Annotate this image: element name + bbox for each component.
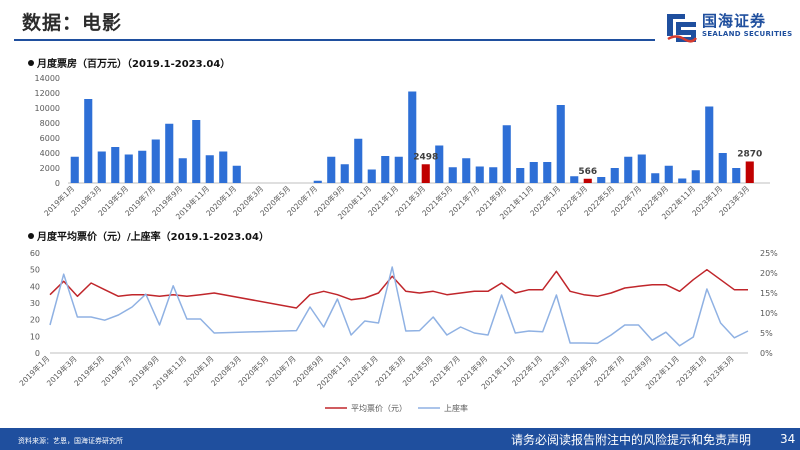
- right-y-tick-label: 10%: [760, 309, 778, 318]
- y-tick-label: 8000: [40, 119, 60, 128]
- bar: [651, 173, 660, 183]
- bar: [340, 164, 349, 183]
- footer-disclaimer: 请务必阅读报告附注中的风险提示和免责声明: [511, 433, 752, 447]
- right-y-tick-label: 5%: [760, 329, 773, 338]
- bar: [138, 150, 147, 183]
- price-occupancy-chart-title-text: 月度平均票价（元）/上座率（2019.1-2023.04）: [37, 232, 269, 243]
- data-label: 2498: [413, 152, 438, 162]
- bar: [543, 162, 552, 183]
- legend-label: 平均票价（元）: [351, 403, 407, 413]
- bar: [165, 123, 174, 183]
- bar: [421, 164, 430, 183]
- right-y-tick-label: 0%: [760, 349, 773, 358]
- bar: [219, 151, 228, 183]
- page-title: 数据：电影: [22, 12, 123, 34]
- price-occupancy-chart-title: 月度平均票价（元）/上座率（2019.1-2023.04）: [28, 228, 269, 243]
- y-tick-label: 2000: [40, 164, 60, 173]
- right-y-tick-label: 15%: [760, 289, 778, 298]
- bullet-icon: [28, 60, 34, 66]
- legend-label: 上座率: [444, 403, 468, 413]
- bar: [97, 151, 106, 183]
- bar: [583, 178, 592, 183]
- left-y-tick-label: 10: [30, 332, 40, 341]
- data-label: 2870: [737, 149, 762, 159]
- bar: [502, 125, 511, 183]
- bar: [718, 153, 727, 183]
- bar: [354, 138, 363, 183]
- bar: [327, 156, 336, 183]
- bar: [637, 154, 646, 183]
- bar: [610, 168, 619, 183]
- bar: [462, 158, 471, 183]
- bar: [381, 156, 390, 183]
- y-tick-label: 4000: [40, 149, 60, 158]
- logo-english-text: SEALAND SECURITIES: [702, 30, 793, 38]
- footer-bar: [0, 428, 800, 450]
- left-y-tick-label: 40: [30, 282, 40, 291]
- bar: [111, 147, 120, 183]
- bar: [124, 154, 133, 183]
- bar: [732, 168, 741, 183]
- bar: [408, 91, 417, 183]
- y-tick-label: 6000: [40, 134, 60, 143]
- bar: [678, 178, 687, 183]
- bar: [367, 169, 376, 183]
- bullet-icon: [28, 233, 34, 239]
- bar: [624, 156, 633, 183]
- left-y-tick-label: 50: [30, 266, 40, 275]
- bar: [435, 145, 444, 183]
- brand-logo: 国海证券 SEALAND SECURITIES: [666, 8, 796, 50]
- bar: [178, 158, 187, 183]
- box-office-chart-title-text: 月度票房（百万元）（2019.1-2023.04）: [37, 59, 231, 70]
- bar: [516, 168, 525, 183]
- bar: [489, 167, 498, 183]
- left-y-tick-label: 20: [30, 316, 40, 325]
- bar: [84, 99, 93, 183]
- bar: [745, 161, 754, 183]
- box-office-chart-title: 月度票房（百万元）（2019.1-2023.04）: [28, 55, 230, 70]
- y-tick-label: 10000: [35, 104, 60, 113]
- bar: [556, 105, 565, 183]
- left-y-tick-label: 0: [35, 349, 40, 358]
- sealand-logo-icon: [667, 14, 698, 43]
- title-divider: [14, 39, 655, 41]
- logo-chinese-text: 国海证券: [702, 12, 767, 30]
- bar: [313, 180, 322, 183]
- bar: [705, 106, 714, 183]
- bar: [394, 156, 403, 183]
- footer-source: 资料来源：艺恩，国海证券研究所: [18, 437, 123, 445]
- bar: [664, 165, 673, 183]
- bar: [205, 155, 214, 183]
- left-y-tick-label: 30: [30, 299, 40, 308]
- bar: [570, 176, 579, 183]
- right-y-tick-label: 20%: [760, 269, 778, 278]
- bar: [475, 166, 484, 183]
- avg-price-line: [49, 268, 748, 309]
- left-y-tick-label: 60: [30, 249, 40, 258]
- page-number: 34: [780, 432, 796, 446]
- y-tick-label: 0: [55, 179, 60, 188]
- bar: [691, 170, 700, 183]
- bar: [70, 156, 79, 183]
- bar: [448, 167, 457, 183]
- occupancy-line: [49, 266, 749, 347]
- bar: [192, 120, 201, 183]
- bar: [529, 162, 538, 183]
- y-tick-label: 14000: [35, 74, 60, 83]
- right-y-tick-label: 25%: [760, 249, 778, 258]
- bar: [597, 177, 606, 183]
- bar: [151, 139, 160, 183]
- y-tick-label: 12000: [35, 89, 60, 98]
- data-label: 566: [578, 167, 597, 177]
- bar: [232, 165, 241, 183]
